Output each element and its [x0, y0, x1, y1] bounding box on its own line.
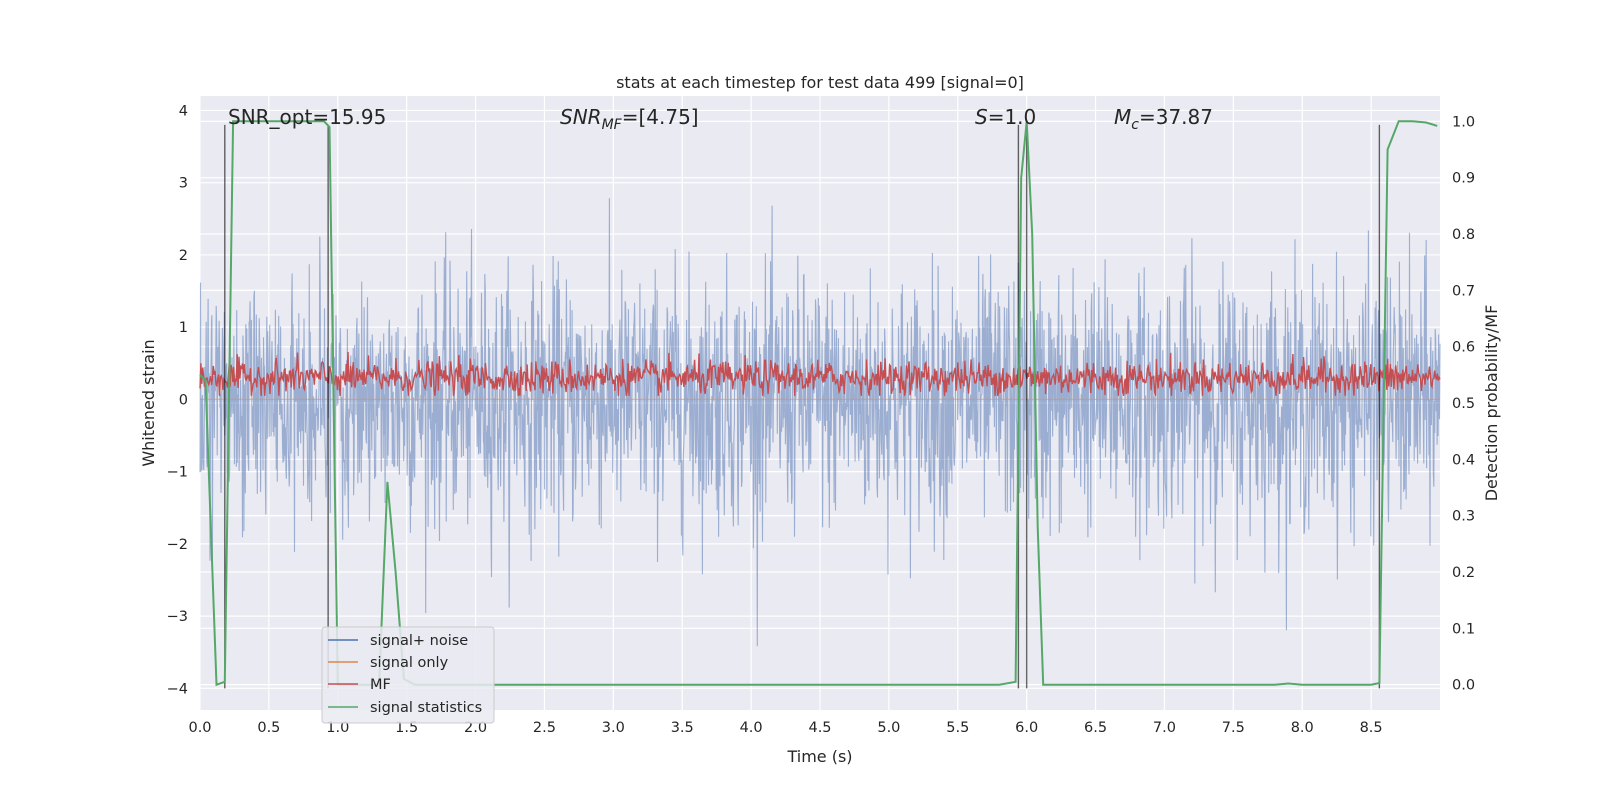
- x-tick-label: 4.5: [808, 720, 831, 736]
- x-tick-label: 5.5: [946, 720, 969, 736]
- mc-subscript: c: [1131, 117, 1139, 133]
- x-tick-label: 2.5: [533, 720, 556, 736]
- x-tick-label: 6.0: [1015, 720, 1038, 736]
- y-tick-label: 1: [179, 320, 188, 336]
- y2-tick-label: 0.9: [1452, 171, 1475, 187]
- y2-tick-labels: 0.0 0.1 0.2 0.3 0.4 0.5 0.6 0.7 0.8 0.9 1.0: [1452, 114, 1475, 693]
- y2-tick-label: 0.6: [1452, 340, 1475, 356]
- mc-value: =37.87: [1139, 105, 1213, 129]
- mc-annotation: Mc=37.87: [1114, 105, 1213, 133]
- signal-statistics-series: [199, 120, 1438, 687]
- snr-mf-subscript: MF: [602, 117, 623, 133]
- legend-label-mf: MF: [370, 677, 391, 693]
- x-axis-label: Time (s): [786, 747, 852, 766]
- x-tick-labels: 0.0 0.5 1.0 1.5 2.0 2.5 3.0 3.5 4.0 4.5 5.0 5.5 6.0 6…: [188, 720, 1382, 736]
- x-tick-label: 3.0: [602, 720, 625, 736]
- snr-mf-main: SNR: [560, 105, 602, 129]
- signal-statistics-line: [199, 120, 1438, 687]
- mf-series: [199, 351, 1441, 400]
- y2-tick-label: 0.2: [1452, 565, 1475, 581]
- x-tick-label: 6.5: [1084, 720, 1107, 736]
- y2-tick-label: 1.0: [1452, 114, 1475, 130]
- y-tick-label: −1: [167, 465, 188, 481]
- legend-label-signal-only: signal only: [370, 655, 449, 671]
- x-tick-label: 7.5: [1222, 720, 1245, 736]
- signal-plus-noise-line: [199, 198, 1441, 647]
- legend-label-signal-statistics: signal statistics: [370, 700, 482, 716]
- s-value: =1.0: [988, 105, 1037, 129]
- x-tick-label: 8.5: [1360, 720, 1383, 736]
- legend: signal+ noise signal only MF signal stat…: [321, 626, 495, 724]
- x-tick-label: 3.5: [671, 720, 694, 736]
- x-tick-label: 2.0: [464, 720, 487, 736]
- x-tick-label: 1.0: [326, 720, 349, 736]
- signal-plus-noise-series: [199, 198, 1441, 647]
- s-annotation: S=1.0: [975, 105, 1036, 129]
- x-tick-label: 0.5: [257, 720, 280, 736]
- y-tick-label: 0: [179, 392, 188, 408]
- chart-title: stats at each timestep for test data 499…: [616, 73, 1024, 92]
- legend-label-signal-noise: signal+ noise: [370, 633, 468, 649]
- snr-opt-annotation: SNR_opt=15.95: [228, 105, 386, 129]
- x-tick-label: 7.0: [1153, 720, 1176, 736]
- y2-axis-label: Detection probability/MF: [1482, 305, 1501, 502]
- y-tick-label: −2: [167, 537, 188, 553]
- y-tick-label: 3: [179, 176, 188, 192]
- y-tick-label: 4: [179, 103, 188, 119]
- x-tick-label: 1.5: [395, 720, 418, 736]
- x-tick-label: 0.0: [188, 720, 211, 736]
- y2-tick-label: 0.7: [1452, 283, 1475, 299]
- snr-mf-value: =[4.75]: [622, 105, 699, 129]
- x-tick-label: 5.0: [877, 720, 900, 736]
- y-tick-labels: −4 −3 −2 −1 0 1 2 3 4: [167, 103, 188, 697]
- y2-tick-label: 0.8: [1452, 227, 1475, 243]
- legend-box: [321, 626, 495, 724]
- y-tick-label: −4: [167, 681, 188, 697]
- s-main: S: [975, 105, 988, 129]
- y2-tick-label: 0.4: [1452, 452, 1475, 468]
- y2-tick-label: 0.1: [1452, 621, 1475, 637]
- y-tick-label: −3: [167, 609, 188, 625]
- snr-mf-annotation: SNRMF=[4.75]: [560, 105, 699, 133]
- y2-tick-label: 0.3: [1452, 509, 1475, 525]
- y-tick-label: 2: [179, 248, 188, 264]
- mc-main: M: [1114, 105, 1131, 129]
- x-tick-label: 4.0: [740, 720, 763, 736]
- y2-tick-label: 0.0: [1452, 678, 1475, 694]
- x-tick-label: 8.0: [1291, 720, 1314, 736]
- mf-line: [199, 351, 1441, 397]
- y-axis-label: Whitened strain: [139, 339, 158, 466]
- y2-tick-label: 0.5: [1452, 396, 1475, 412]
